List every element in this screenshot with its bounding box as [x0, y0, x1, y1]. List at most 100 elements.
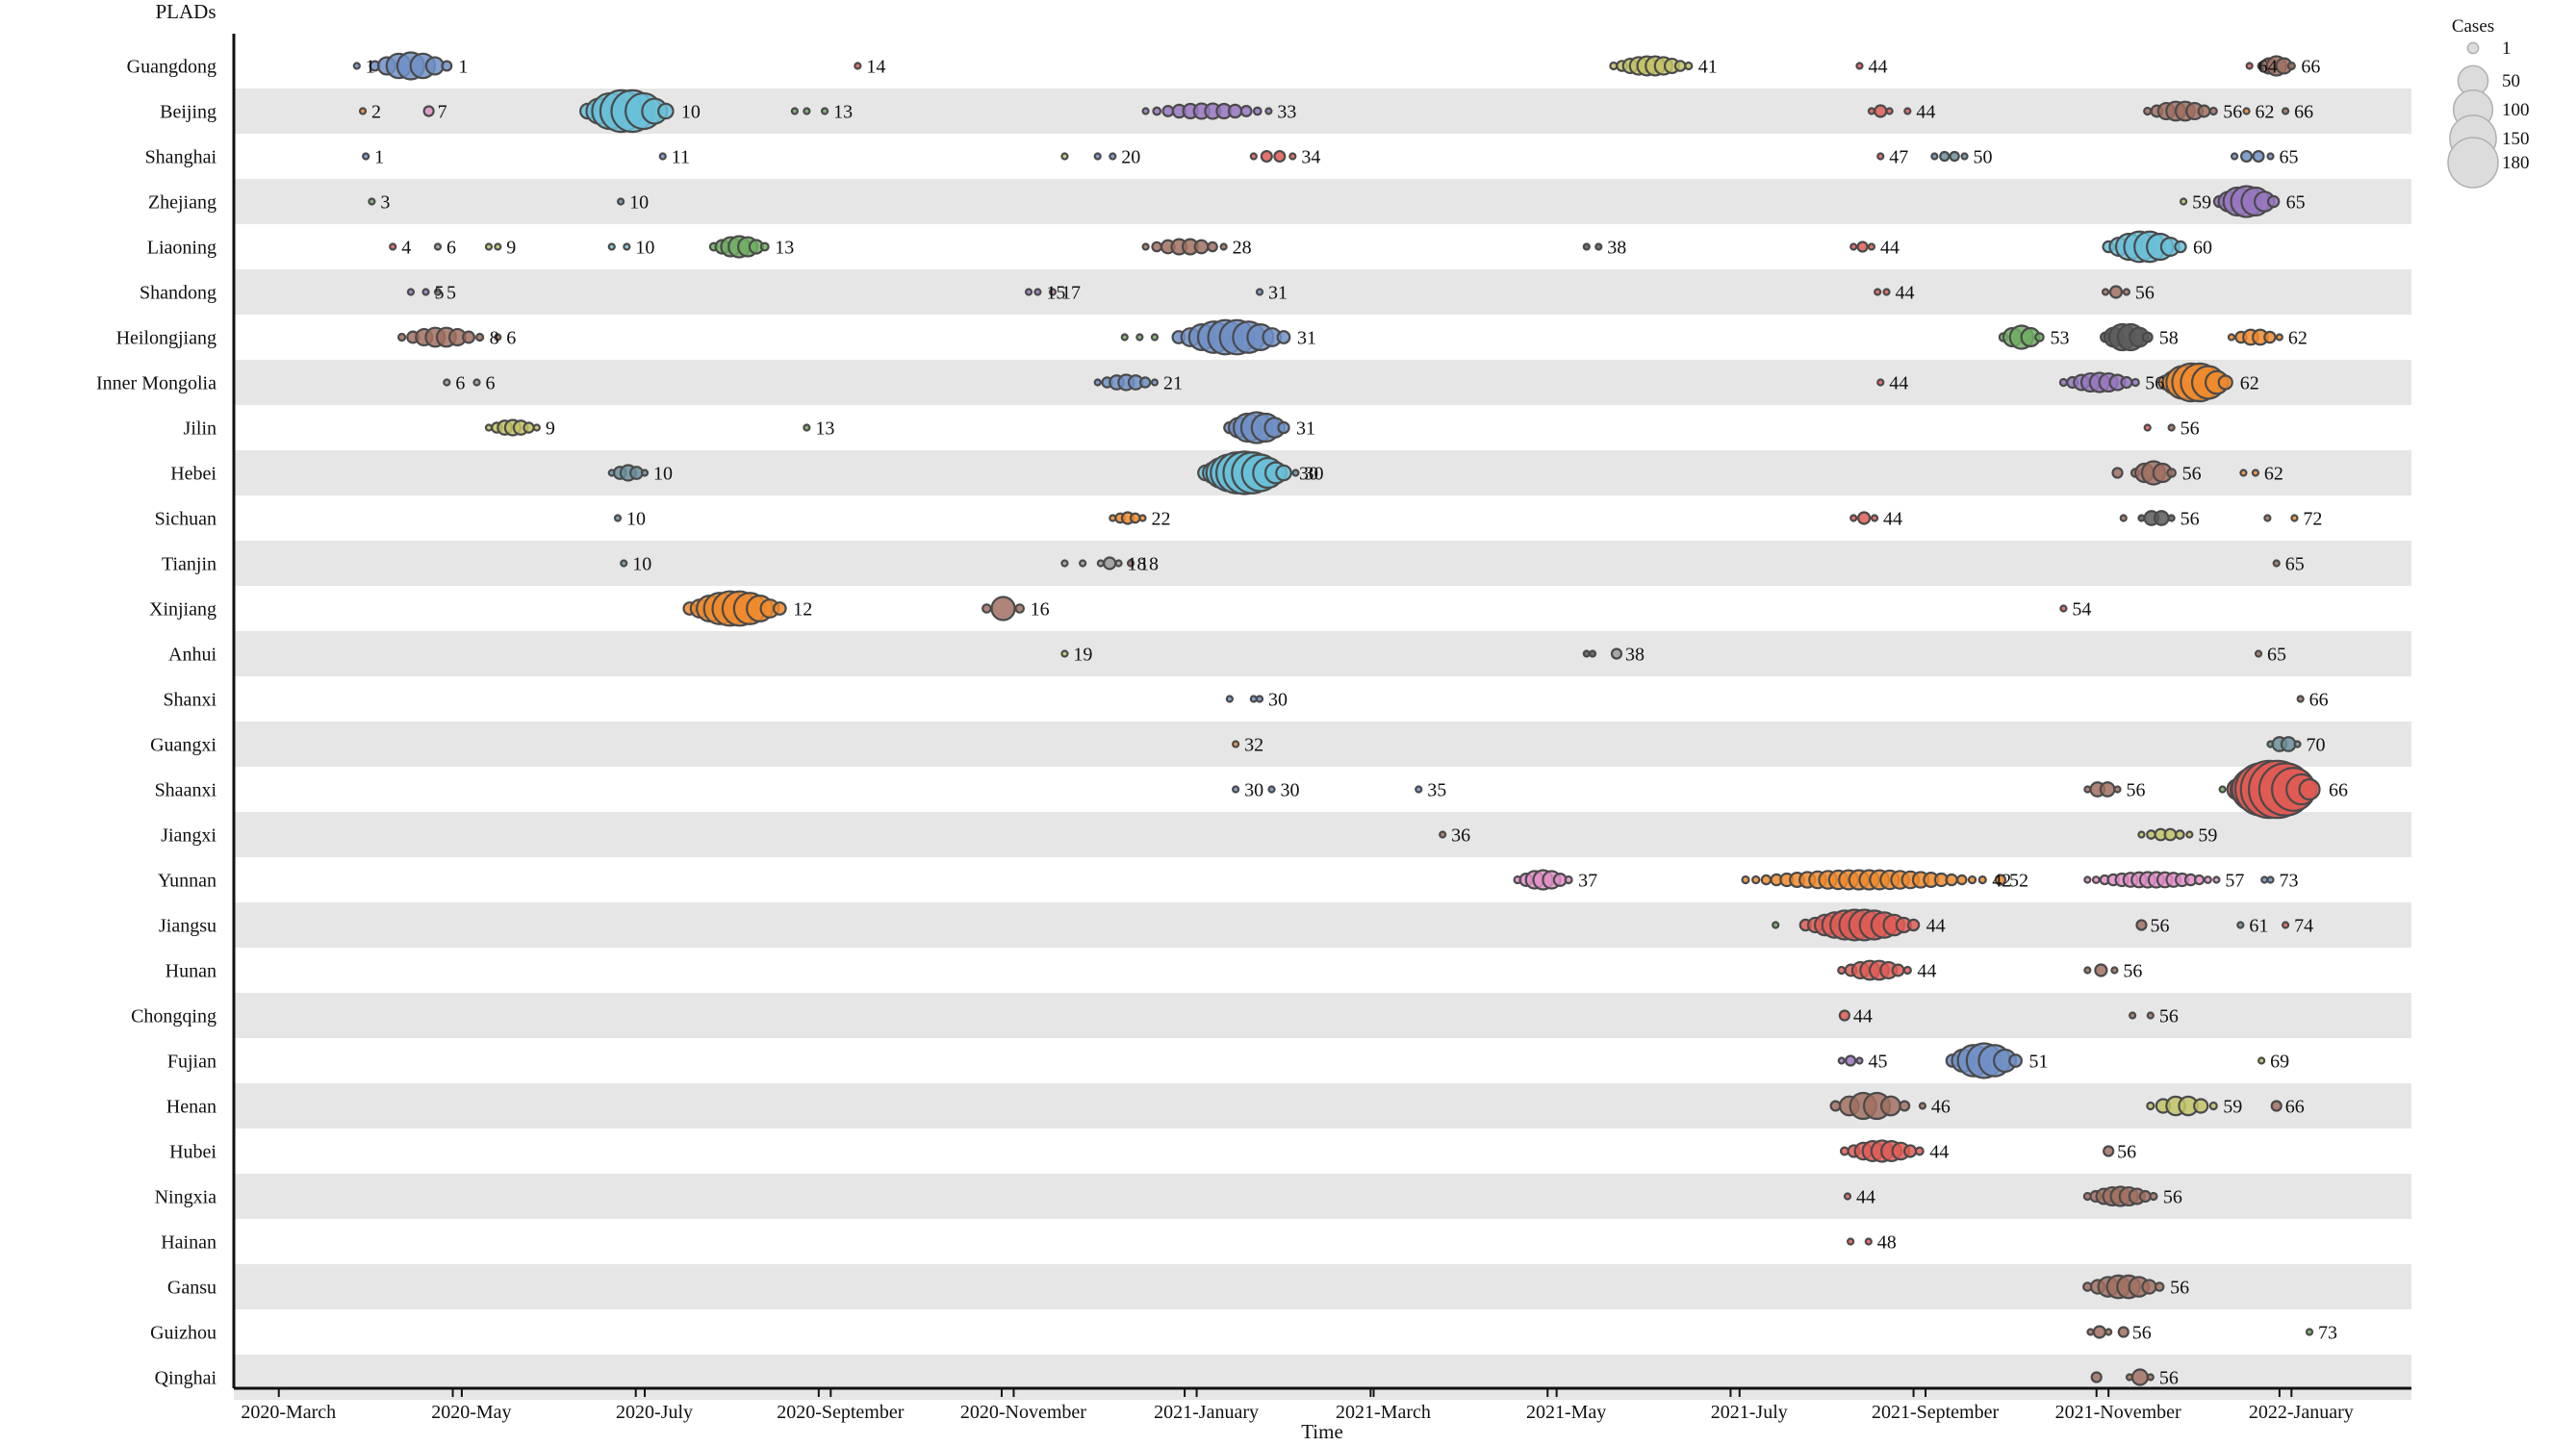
cluster-label: 56 [2135, 283, 2155, 304]
cluster-label: 56 [2123, 961, 2142, 982]
bubble [424, 56, 445, 76]
bubble [1582, 242, 1591, 251]
bubble [2212, 875, 2221, 884]
bubble [1275, 464, 1292, 482]
bubble [658, 152, 667, 161]
bubble-cluster [443, 378, 451, 387]
bubble-cluster [1837, 959, 1912, 981]
bubble [2143, 106, 2153, 116]
bubble-cluster [1126, 559, 1135, 568]
bubble [1093, 152, 1102, 161]
cluster-labels: 1 1 14 41 44 64 662 7 10 13 33 44 56 62 661 11 20 34 47 50 6… [366, 57, 2348, 1389]
cluster-label: 65 [2279, 147, 2298, 168]
bubble-cluster [352, 62, 361, 70]
bubble [1837, 965, 1847, 976]
province-label: Zhejiang [148, 192, 217, 214]
bubble [2239, 469, 2248, 477]
row-band [234, 541, 2411, 586]
bubble [2083, 875, 2092, 884]
bubble [484, 242, 494, 251]
row-band [234, 812, 2411, 857]
cluster-label: 44 [1883, 509, 1902, 530]
bubble [1845, 1054, 1857, 1067]
bubble-cluster [1849, 511, 1879, 525]
bubble-cluster [2305, 1328, 2314, 1336]
bubble-cluster [1798, 908, 1921, 942]
bubble [1857, 511, 1872, 525]
bubble [2260, 875, 2269, 884]
bubble-cluster [1249, 149, 1297, 164]
bubble-cluster [607, 242, 631, 251]
bubble [1227, 103, 1243, 119]
province-label: Xinjiang [149, 599, 217, 621]
bubble [2141, 331, 2154, 343]
bubble [421, 288, 430, 296]
cluster-label: 59 [2192, 192, 2211, 214]
bubble-cluster [2101, 285, 2130, 299]
bubble [523, 421, 535, 434]
cluster-label: 56 [2150, 916, 2169, 937]
bubble [2280, 736, 2297, 752]
row-band [234, 1264, 2411, 1309]
bubble [1876, 152, 1885, 161]
x-tick-label: 2021-July [1711, 1402, 1788, 1423]
bubble [2204, 875, 2212, 884]
bubble-cluster [2266, 736, 2302, 752]
cluster-label: 9 [506, 238, 516, 259]
bubble-cluster [1232, 785, 1240, 794]
bubble [2153, 510, 2170, 526]
bubble-cluster [1060, 559, 1087, 568]
cluster-label: 38 [1607, 238, 1626, 259]
cluster-label: 44 [1917, 961, 1936, 982]
bubble-cluster [1255, 288, 1264, 296]
bubble-cluster [2059, 604, 2068, 613]
cluster-label: 53 [2050, 328, 2069, 349]
bubble-cluster [362, 152, 370, 161]
bubble [2281, 921, 2290, 929]
bubble [2108, 285, 2124, 299]
bubble [2091, 875, 2101, 884]
bubble [422, 105, 435, 117]
bubble-cluster [1839, 1139, 1925, 1163]
bubble [1874, 288, 1882, 296]
cluster-label: 21 [1163, 373, 1183, 394]
cluster-label: 18 [1128, 554, 1147, 575]
bubble [2208, 106, 2218, 116]
bubble-cluster [396, 326, 485, 348]
bubble [1161, 105, 1175, 117]
bubble [2230, 152, 2239, 161]
bubble-cluster [2212, 185, 2281, 218]
bubble [484, 423, 494, 432]
bubble [1232, 740, 1240, 748]
row-band [234, 1355, 2411, 1400]
cluster-label: 65 [2267, 645, 2286, 666]
bubble [2293, 740, 2302, 748]
cluster-label: 66 [2309, 690, 2329, 711]
bubble [2034, 332, 2045, 342]
bubble [1960, 152, 1969, 161]
bubble [803, 423, 811, 432]
cluster-label: 44 [1926, 916, 1946, 937]
cluster-label: 48 [1877, 1232, 1897, 1254]
bubble [1588, 649, 1597, 658]
bubble-cluster [433, 242, 443, 251]
bubble [2008, 1053, 2023, 1068]
row-band [234, 902, 2411, 948]
bubble-cluster [2103, 1145, 2115, 1157]
x-tick-label: 2020-March [241, 1402, 336, 1423]
bubble-cluster [1109, 511, 1147, 525]
bubble [1902, 965, 1912, 976]
bubble-cluster [2137, 510, 2176, 526]
bubble [2251, 469, 2260, 477]
x-tick-label: 2020-May [431, 1402, 511, 1423]
x-tick-label: 2021-March [1336, 1402, 1431, 1423]
bubble [2111, 467, 2124, 479]
cluster-label: 33 [1277, 102, 1296, 123]
province-label: Fujian [167, 1052, 217, 1073]
bubble [2286, 61, 2296, 71]
row-band [234, 89, 2411, 134]
bubble [2266, 875, 2275, 884]
row-band [234, 269, 2411, 315]
bubble [1930, 152, 1939, 161]
row-bands [234, 89, 2411, 1400]
